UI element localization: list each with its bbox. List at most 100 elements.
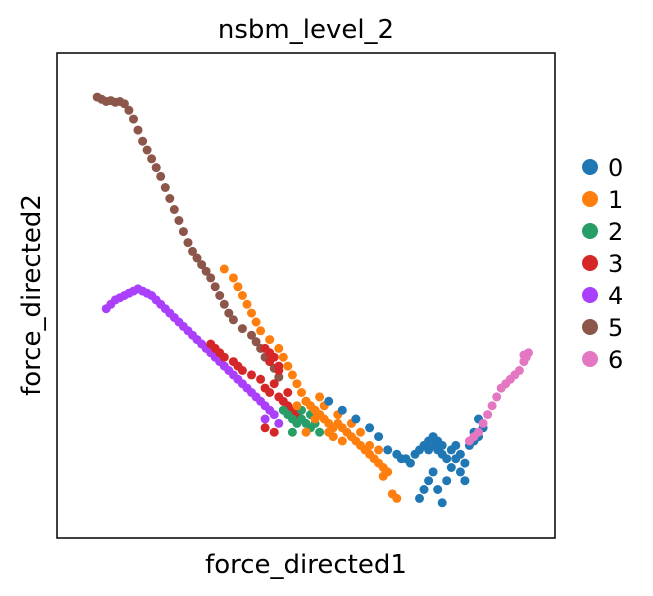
data-point [237,291,247,300]
data-point [365,440,375,450]
legend: 0 1 2 3 4 5 6 [582,154,623,374]
data-point [351,414,361,424]
data-point [337,405,347,415]
data-point [297,388,306,397]
data-point [151,163,161,173]
data-point [237,324,247,334]
legend-marker [582,351,598,367]
data-point [260,414,270,424]
legend-label: 0 [608,154,623,182]
data-point [287,370,297,380]
data-point [265,388,275,397]
data-point [274,372,284,382]
data-point [483,410,493,420]
data-point [119,99,129,109]
data-point [233,282,243,292]
data-point [247,330,256,340]
data-point [519,350,529,360]
data-point [278,352,288,362]
data-point [374,432,384,442]
data-point [374,445,384,455]
data-point [201,266,211,276]
data-point [455,467,465,477]
data-point [197,260,207,270]
data-point [424,436,434,446]
data-point [169,205,179,214]
data-point [269,410,279,420]
data-point [292,401,302,411]
legend-marker [582,287,598,303]
data-point [442,476,452,486]
data-point [183,238,193,248]
data-point [324,396,334,406]
plot-points [92,92,533,508]
data-point [365,423,375,433]
data-point [478,418,488,428]
data-point [415,493,424,503]
data-point [301,427,311,437]
data-point [174,216,184,225]
data-point [247,370,256,380]
data-point [251,317,261,327]
data-point [178,227,188,237]
data-point [124,105,134,115]
data-point [337,436,347,446]
data-point [219,299,229,309]
data-point [283,388,293,397]
data-point [188,246,197,256]
data-point [269,427,279,437]
data-point [133,125,143,135]
data-point [442,454,452,464]
data-point [460,476,470,486]
data-point [228,315,238,325]
data-point [265,335,275,345]
data-point [315,392,325,402]
data-point [392,493,402,503]
data-point [210,282,220,292]
data-point [274,343,284,353]
legend-label: 3 [608,250,623,278]
data-point [437,498,447,508]
data-point [274,418,284,428]
data-point [446,463,456,472]
data-point [378,471,388,481]
legend-marker [582,223,598,239]
data-point [328,432,338,442]
legend-label: 4 [608,282,623,310]
data-point [247,308,256,318]
legend-label: 1 [608,186,623,214]
y-axis-label: force_directed2 [17,194,47,396]
data-point [260,423,270,433]
data-point [514,366,524,375]
data-point [256,326,266,336]
legend-label: 5 [608,314,623,342]
data-point [219,264,229,274]
data-point [451,454,461,464]
data-point [292,379,302,389]
data-point [142,145,152,155]
data-point [474,427,483,437]
data-point [165,194,175,203]
data-point [251,337,261,347]
legend-label: 2 [608,218,623,246]
data-point [129,114,138,124]
data-point [228,273,238,283]
data-point [428,467,438,477]
data-point [147,154,157,164]
data-point [315,427,325,437]
data-point [283,361,293,371]
data-point [192,253,202,263]
chart-title: nsbm_level_2 [218,15,394,45]
data-point [419,485,429,494]
data-point [215,291,225,300]
legend-marker [582,255,598,271]
data-point [256,374,266,384]
data-point [310,414,320,424]
data-point [224,308,234,318]
data-point [160,183,170,192]
data-point [156,171,166,181]
data-point [219,352,229,362]
data-point [460,458,470,468]
data-point [356,427,365,437]
